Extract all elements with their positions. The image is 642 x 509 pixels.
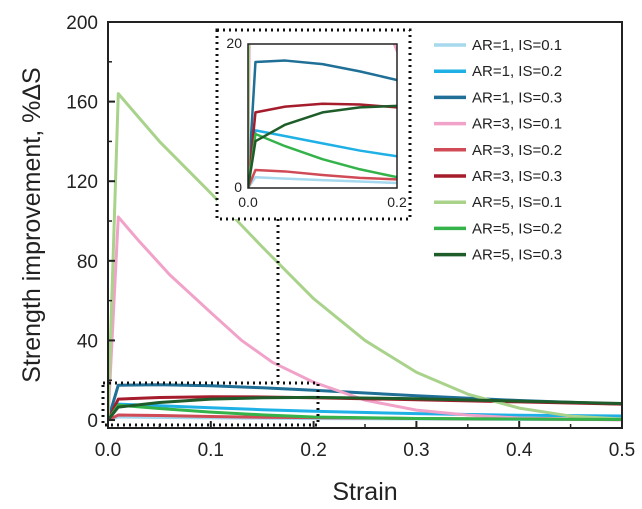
main-plot: 0.0 0.1 0.2 0.3 0.4 0.504080120160200StrainSt…	[18, 13, 635, 506]
y-tick-label: 160	[66, 93, 98, 114]
legend-label-9: AR=5, IS=0.3	[472, 247, 562, 264]
inset-series-line-1	[248, 175, 397, 188]
inset-y-tick-label: 20	[226, 35, 242, 51]
series-line-9	[108, 395, 622, 421]
inset-x-tick-label: 0.2	[387, 194, 407, 210]
series-line-7	[108, 92, 622, 421]
series-line-4	[108, 215, 622, 422]
legend-label-8: AR=5, IS=0.2	[472, 220, 562, 237]
y-axis-title: Strength improvement, %ΔS	[18, 67, 46, 382]
series-lines	[108, 92, 622, 422]
zoom-region-box	[101, 381, 320, 427]
legend-label-7: AR=5, IS=0.1	[472, 194, 562, 211]
inset-series-lines	[248, 44, 397, 188]
legend: AR=1, IS=0.1 AR=1, IS=0.2 AR=1, IS=0.3 AR=3…	[434, 37, 562, 264]
x-tick-label: 0.0	[95, 440, 121, 461]
inset-x-tick-label: 0.0	[238, 194, 258, 210]
y-tick-label: 80	[77, 252, 98, 273]
x-tick-label: 0.1	[198, 440, 224, 461]
inset-series-line-5	[248, 168, 397, 188]
x-tick-label: 0.5	[609, 440, 635, 461]
legend-label-4: AR=3, IS=0.1	[472, 116, 562, 133]
x-axis-title: Strain	[332, 478, 397, 506]
legend-label-1: AR=1, IS=0.1	[472, 37, 562, 54]
x-tick-label: 0.2	[300, 440, 326, 461]
x-tick-label: 0.4	[506, 440, 533, 461]
legend-label-6: AR=3, IS=0.3	[472, 168, 562, 185]
inset-series-line-6	[248, 102, 397, 188]
inset-y-tick-label: 0	[234, 179, 242, 195]
inset-border	[215, 28, 412, 221]
inset-series-line-2	[248, 129, 397, 188]
y-tick-label: 0	[87, 411, 98, 432]
inset-series-line-9	[248, 104, 397, 188]
y-tick-label: 200	[66, 13, 98, 34]
y-tick-label: 40	[77, 331, 98, 352]
legend-label-5: AR=3, IS=0.2	[472, 142, 562, 159]
legend-label-3: AR=1, IS=0.3	[472, 89, 562, 106]
inset-frame	[247, 43, 398, 189]
inset-plot: 20 00.0 0.2	[215, 28, 412, 221]
legend-label-2: AR=1, IS=0.2	[472, 63, 562, 80]
inset-series-line-3	[248, 59, 397, 188]
inset-series-line-8	[248, 132, 397, 188]
x-tick-label: 0.3	[403, 440, 429, 461]
y-tick-label: 120	[66, 172, 98, 193]
